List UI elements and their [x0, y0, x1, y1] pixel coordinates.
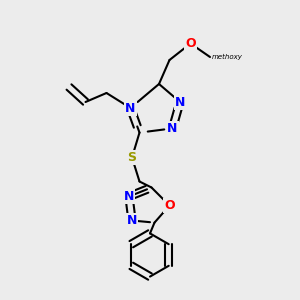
Text: N: N: [125, 101, 136, 115]
Text: methoxy: methoxy: [212, 54, 242, 60]
Text: O: O: [185, 37, 196, 50]
Text: N: N: [127, 214, 137, 227]
Text: N: N: [175, 95, 185, 109]
Text: O: O: [164, 199, 175, 212]
Text: N: N: [124, 190, 134, 203]
Text: S: S: [128, 151, 136, 164]
Text: N: N: [167, 122, 178, 135]
